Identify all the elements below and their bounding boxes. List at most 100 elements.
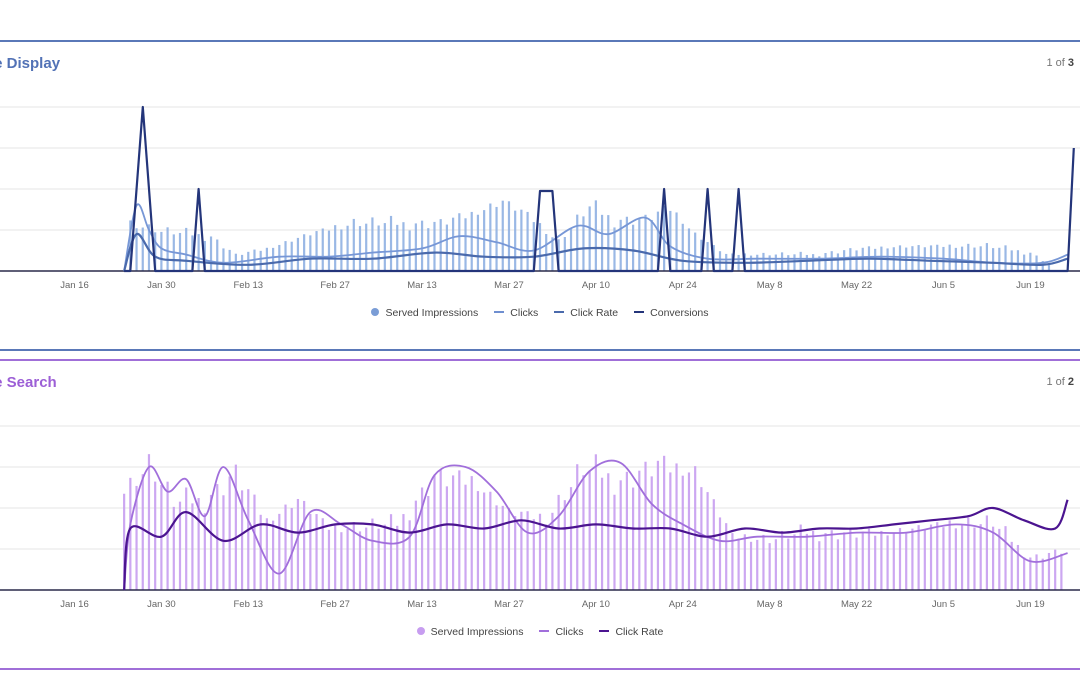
- bar: [700, 239, 703, 271]
- bar: [222, 495, 225, 590]
- bar: [166, 227, 169, 271]
- legend-item[interactable]: Click Rate: [599, 626, 663, 638]
- bar: [787, 538, 790, 590]
- pager[interactable]: 1 of 2: [1046, 376, 1074, 388]
- bar: [371, 518, 374, 590]
- bar: [135, 228, 138, 271]
- x-tick-label: Jan 16: [60, 280, 89, 291]
- bar: [259, 250, 262, 271]
- bar: [396, 525, 399, 590]
- bar: [228, 476, 231, 590]
- bar: [557, 239, 560, 271]
- x-tick-label: Jan 30: [147, 280, 176, 291]
- bar: [247, 489, 250, 590]
- legend-item[interactable]: Clicks: [494, 307, 538, 319]
- bar: [1054, 549, 1057, 590]
- bar: [458, 470, 461, 590]
- bar: [501, 505, 504, 590]
- bar: [526, 511, 529, 590]
- bar: [687, 228, 691, 271]
- bar: [427, 495, 430, 590]
- bar: [303, 234, 306, 271]
- bar: [892, 532, 895, 590]
- x-tick-label: Feb 13: [233, 280, 263, 291]
- bar: [967, 243, 970, 271]
- bar: [1047, 552, 1051, 590]
- bar: [787, 255, 790, 271]
- panel-bottom-border: [0, 349, 1080, 351]
- panel-title: le Display: [0, 55, 61, 72]
- x-tick-label: Mar 27: [494, 599, 524, 610]
- x-tick-label: May 8: [757, 280, 783, 291]
- bar: [725, 523, 728, 590]
- bar: [452, 217, 455, 271]
- pager-sep: of: [1052, 57, 1068, 69]
- legend-swatch: [634, 311, 645, 314]
- bar: [985, 243, 988, 271]
- legend-item[interactable]: Served Impressions: [371, 307, 478, 319]
- bar: [327, 529, 331, 590]
- bar: [923, 529, 926, 590]
- bar: [507, 201, 511, 271]
- bar: [644, 214, 647, 271]
- bar: [489, 491, 492, 590]
- bar: [737, 538, 740, 590]
- bar: [967, 517, 970, 590]
- bar: [178, 232, 182, 271]
- bar: [476, 214, 480, 271]
- bar: [303, 500, 306, 590]
- bar: [632, 224, 635, 271]
- bar: [582, 475, 585, 590]
- bar: [954, 528, 957, 590]
- bar: [1029, 557, 1032, 590]
- bar: [514, 516, 517, 590]
- bar: [377, 528, 380, 590]
- bar: [197, 498, 200, 590]
- bar: [942, 527, 945, 590]
- bar: [315, 514, 318, 590]
- legend-item[interactable]: Conversions: [634, 307, 709, 319]
- bar: [259, 514, 262, 590]
- bar: [265, 247, 268, 271]
- bar: [464, 218, 467, 271]
- legend-swatch: [599, 630, 610, 633]
- bar: [185, 227, 188, 271]
- bar: [445, 224, 448, 271]
- bar: [1010, 541, 1013, 590]
- legend-item[interactable]: Clicks: [539, 626, 583, 638]
- bar: [886, 535, 889, 590]
- bar: [588, 470, 591, 590]
- x-tick-label: Jun 5: [932, 599, 955, 610]
- series-line-click-rate: [123, 232, 1068, 272]
- bar: [818, 256, 821, 271]
- bar: [706, 242, 709, 271]
- bar: [135, 485, 138, 590]
- bar: [712, 499, 715, 590]
- bar: [923, 247, 926, 271]
- bar: [358, 226, 362, 271]
- pager[interactable]: 1 of 3: [1046, 57, 1074, 69]
- bar: [706, 492, 709, 590]
- bar: [389, 514, 393, 590]
- bar: [383, 524, 386, 590]
- series-line-click-rate: [123, 499, 1069, 591]
- bar: [203, 240, 206, 271]
- bar: [147, 454, 151, 590]
- panel-top-border: [0, 359, 1080, 361]
- bar: [452, 475, 455, 590]
- pager-total: 2: [1067, 376, 1074, 388]
- legend-item[interactable]: Click Rate: [554, 307, 618, 319]
- x-tick-label: Mar 13: [407, 599, 437, 610]
- bar: [470, 476, 473, 590]
- bar: [1035, 554, 1038, 590]
- series-line-conversions: [124, 105, 1075, 273]
- bar: [898, 245, 902, 271]
- bar: [718, 251, 722, 271]
- legend-item[interactable]: Served Impressions: [416, 626, 523, 638]
- bar: [222, 248, 225, 271]
- bar: [619, 219, 622, 271]
- x-tick-label: Jun 19: [1016, 280, 1045, 291]
- bar: [296, 498, 300, 590]
- series-line-clicks: [123, 459, 1068, 591]
- bar: [520, 209, 523, 271]
